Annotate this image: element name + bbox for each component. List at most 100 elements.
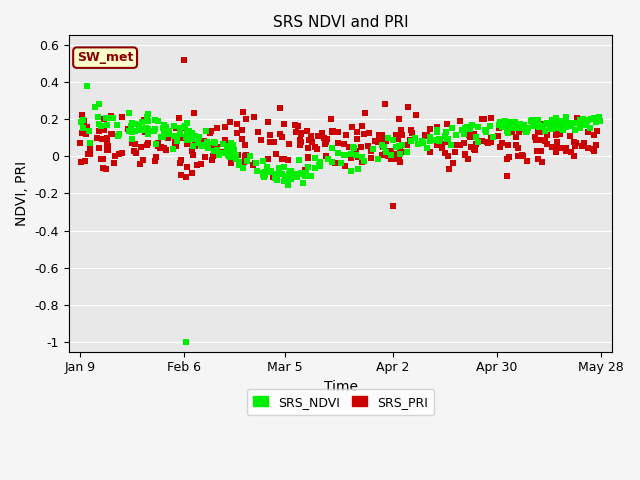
Point [212, 144, 222, 151]
Point [520, 126, 530, 134]
Point [428, 136, 438, 144]
Point [555, 117, 565, 125]
Point [349, 144, 359, 152]
Point [114, 130, 124, 138]
Point [511, 142, 522, 149]
Point [303, 144, 313, 152]
Point [422, 132, 432, 140]
Point [465, 128, 475, 135]
Point [272, 176, 282, 184]
Point [296, 169, 307, 177]
Point [470, 146, 480, 154]
Point [344, 143, 355, 151]
Point [184, 131, 194, 139]
Point [234, 158, 244, 166]
Point [532, 116, 543, 123]
Point [577, 143, 587, 150]
Point [502, 125, 513, 133]
Point [457, 127, 467, 134]
Point [209, 147, 219, 155]
Point [260, 171, 271, 179]
Point [182, 130, 192, 137]
Point [157, 133, 168, 141]
Point [356, 153, 367, 160]
Point [222, 144, 232, 152]
Point [581, 117, 591, 125]
Point [420, 132, 430, 139]
Point [78, 124, 88, 132]
Point [180, 122, 191, 130]
Point [499, 120, 509, 127]
Point [497, 123, 508, 131]
Point [214, 151, 224, 159]
Point [198, 137, 209, 145]
Point [248, 161, 258, 168]
Point [511, 121, 522, 129]
Point [202, 141, 212, 149]
Point [493, 132, 503, 140]
Point [575, 121, 586, 129]
Point [471, 133, 481, 141]
Point [513, 144, 523, 152]
Point [250, 159, 260, 167]
Point [106, 130, 116, 138]
Point [130, 127, 140, 134]
Point [497, 121, 508, 129]
Point [174, 115, 184, 122]
Point [469, 130, 479, 138]
Point [129, 147, 139, 155]
Point [436, 144, 447, 152]
Point [440, 132, 451, 140]
Point [563, 120, 573, 128]
Point [443, 138, 453, 146]
Point [284, 170, 294, 178]
Point [113, 150, 124, 158]
Point [550, 120, 561, 128]
Point [274, 165, 284, 172]
Point [583, 144, 593, 152]
Point [566, 120, 576, 127]
Point [94, 144, 104, 152]
Point [346, 154, 356, 162]
Point [469, 144, 479, 152]
Point [472, 138, 483, 146]
Point [500, 117, 510, 125]
Point [150, 117, 160, 124]
Point [211, 124, 221, 132]
Point [410, 112, 420, 120]
Point [353, 153, 364, 161]
Point [548, 124, 559, 132]
Point [503, 129, 513, 137]
Point [504, 153, 514, 160]
Point [352, 135, 362, 143]
Point [228, 142, 238, 149]
Point [504, 119, 514, 126]
Point [449, 149, 460, 156]
Point [270, 174, 280, 182]
Point [102, 142, 113, 150]
Point [173, 124, 183, 132]
Point [202, 140, 212, 148]
Point [510, 120, 520, 128]
Point [554, 122, 564, 130]
Point [143, 125, 153, 132]
Point [310, 144, 320, 151]
Point [431, 142, 442, 149]
Point [448, 159, 458, 167]
Point [149, 127, 159, 134]
Point [232, 130, 242, 137]
Point [275, 130, 285, 137]
Point [76, 118, 86, 125]
Point [548, 118, 559, 126]
Point [265, 139, 275, 146]
Point [207, 143, 217, 151]
Point [521, 126, 531, 134]
Point [395, 150, 405, 158]
Point [101, 165, 111, 172]
Point [375, 133, 385, 141]
Point [473, 123, 483, 131]
Point [523, 124, 533, 132]
Point [540, 138, 550, 145]
Point [542, 119, 552, 126]
Point [170, 141, 180, 148]
